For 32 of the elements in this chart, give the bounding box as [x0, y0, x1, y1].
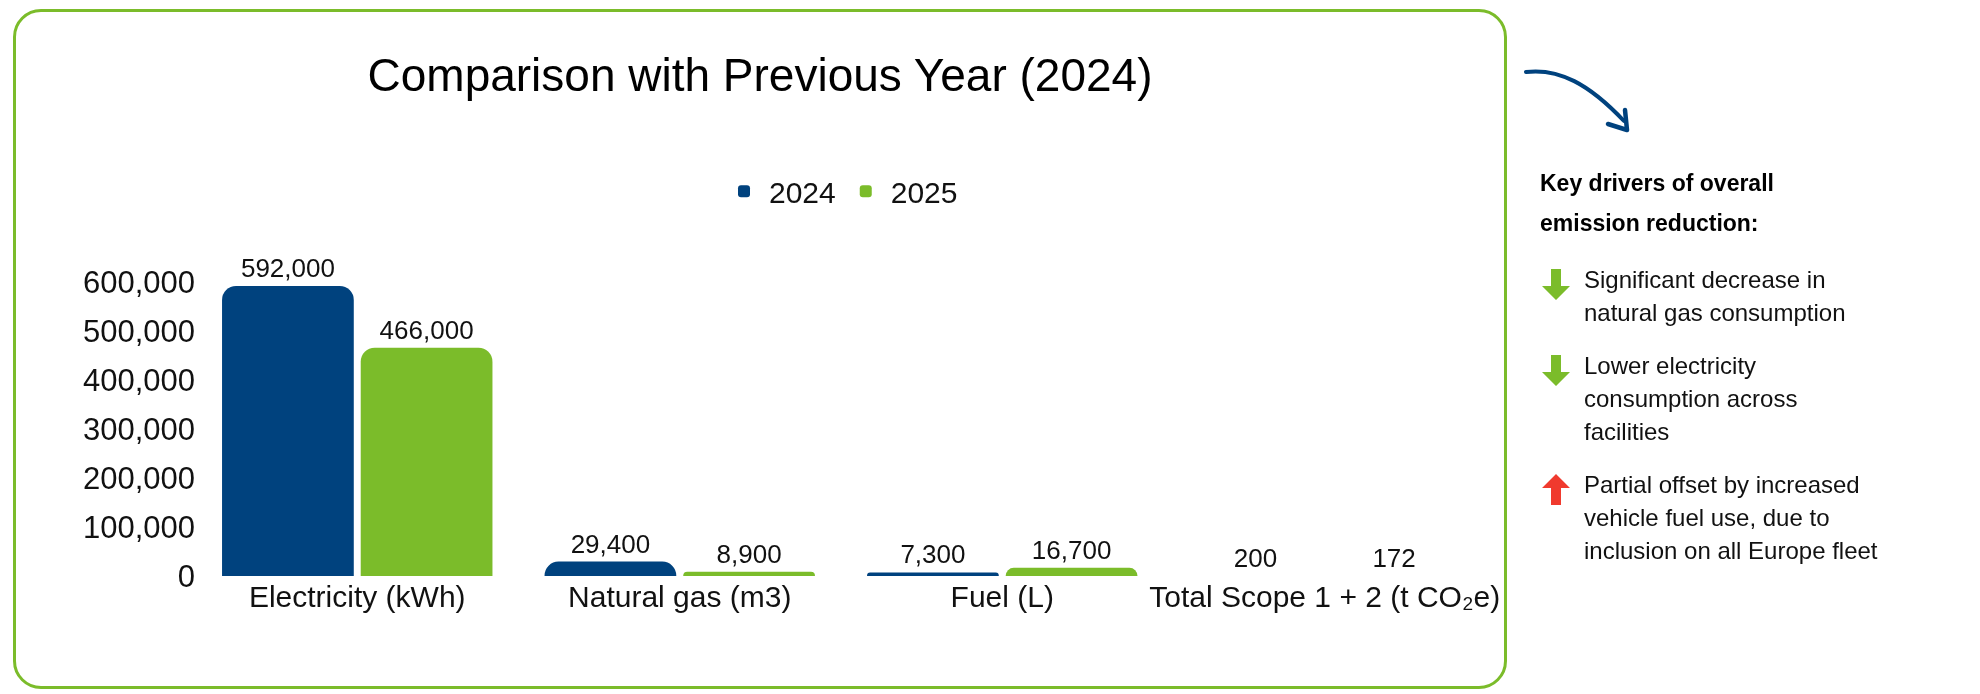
bar: [683, 571, 815, 576]
data-label: 8,900: [716, 538, 782, 569]
x-tick-label: Fuel (L): [950, 580, 1054, 613]
legend-label: 2025: [890, 176, 958, 210]
x-tick-label: Electricity (kWh): [248, 580, 466, 613]
bar: [222, 285, 354, 576]
bar: [867, 572, 999, 576]
y-tick-label: 100,000: [82, 509, 195, 545]
y-tick-label: 500,000: [82, 313, 195, 349]
y-tick-label: 400,000: [82, 362, 195, 398]
data-label: 29,400: [570, 528, 651, 559]
y-tick-label: 300,000: [82, 411, 195, 447]
data-label: 7,300: [900, 539, 966, 570]
y-tick-label: 0: [177, 558, 195, 594]
data-label: 16,700: [1031, 534, 1112, 565]
data-label: 200: [1233, 542, 1278, 573]
y-tick-label: 200,000: [82, 460, 195, 496]
data-label: 172: [1372, 542, 1416, 573]
legend-label: 2024: [769, 176, 836, 210]
text: Partial offset by increased vehicle fuel use, due to inclusion on all Europe fleet: [1584, 471, 1878, 564]
x-tick-label: Natural gas (m3): [568, 580, 792, 613]
chart-title: Comparison with Previous Year (2024): [367, 49, 1153, 102]
bar: [1005, 567, 1138, 576]
data-label: 592,000: [240, 252, 335, 283]
bar: [360, 347, 493, 576]
data-label: 466,000: [379, 314, 474, 345]
x-tick-label: Total Scope 1 + 2 (t CO₂e): [1149, 580, 1501, 613]
y-tick-label: 600,000: [82, 264, 195, 300]
bar: [544, 561, 677, 576]
text: Lower electricity consumption across facilities: [1584, 352, 1798, 445]
text: Significant decrease in natural gas consumption: [1584, 266, 1846, 326]
text: Key drivers of overall emission reduction:: [1540, 169, 1775, 238]
